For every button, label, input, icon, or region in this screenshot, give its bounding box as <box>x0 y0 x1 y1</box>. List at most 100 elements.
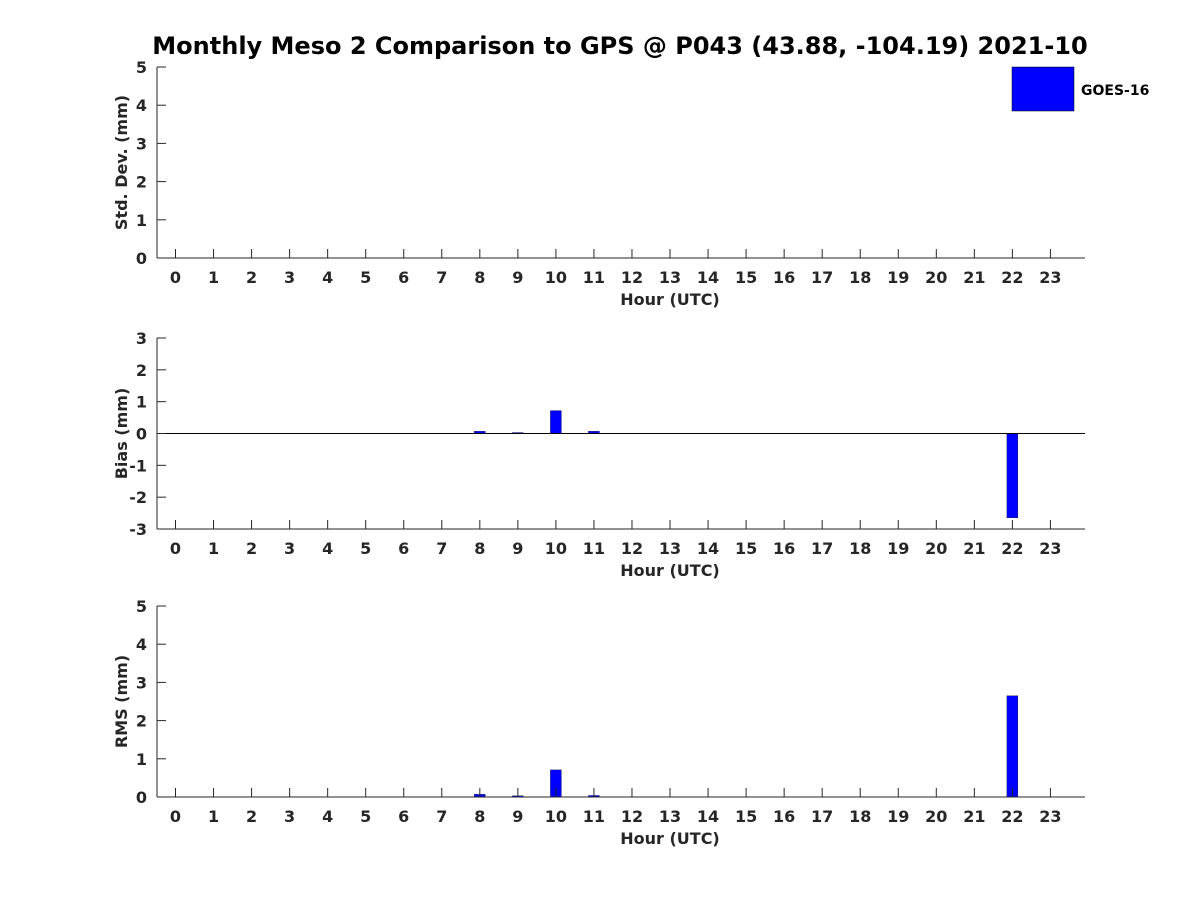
x-tick-label: 13 <box>659 539 681 558</box>
y-tick-label: 3 <box>136 134 147 153</box>
x-tick-label: 8 <box>474 807 485 826</box>
y-tick-label: 5 <box>136 597 147 616</box>
x-tick-label: 22 <box>1001 539 1023 558</box>
x-tick-label: 3 <box>284 539 295 558</box>
x-tick-label: 3 <box>284 268 295 287</box>
x-tick-label: 19 <box>887 807 909 826</box>
y-tick-label: 1 <box>136 393 147 412</box>
x-tick-label: 23 <box>1039 539 1061 558</box>
x-tick-label: 20 <box>925 807 947 826</box>
bar <box>1006 433 1019 519</box>
x-tick-label: 2 <box>246 807 257 826</box>
x-tick-label: 2 <box>246 268 257 287</box>
x-tick-label: 13 <box>659 268 681 287</box>
x-tick-label: 4 <box>322 807 333 826</box>
x-tick-label: 18 <box>849 807 871 826</box>
x-tick-label: 11 <box>583 268 605 287</box>
y-tick-label: -2 <box>129 488 147 507</box>
x-axis-label: Hour (UTC) <box>620 290 720 309</box>
y-tick-label: 4 <box>136 635 147 654</box>
y-tick-label: 1 <box>136 211 147 230</box>
x-tick-label: 18 <box>849 539 871 558</box>
x-tick-label: 5 <box>360 807 371 826</box>
x-tick-label: 19 <box>887 539 909 558</box>
x-tick-label: 21 <box>963 807 985 826</box>
x-tick-label: 15 <box>735 268 757 287</box>
legend-swatch <box>1011 66 1075 112</box>
x-tick-label: 17 <box>811 807 833 826</box>
y-tick-label: 0 <box>136 249 147 268</box>
y-tick-label: 3 <box>136 673 147 692</box>
x-tick-label: 23 <box>1039 268 1061 287</box>
x-tick-label: 14 <box>697 268 719 287</box>
x-tick-label: 17 <box>811 539 833 558</box>
x-tick-label: 11 <box>583 539 605 558</box>
chart-title: Monthly Meso 2 Comparison to GPS @ P043 … <box>152 32 1087 60</box>
bar <box>1006 695 1019 798</box>
y-tick-label: 3 <box>136 329 147 348</box>
x-tick-label: 14 <box>697 539 719 558</box>
x-tick-label: 4 <box>322 539 333 558</box>
y-axis-label: RMS (mm) <box>112 655 131 748</box>
x-tick-label: 15 <box>735 807 757 826</box>
x-tick-label: 5 <box>360 268 371 287</box>
y-tick-label: 2 <box>136 712 147 731</box>
x-tick-label: 12 <box>621 807 643 826</box>
y-tick-label: 1 <box>136 750 147 769</box>
x-tick-label: 9 <box>512 268 523 287</box>
x-tick-label: 0 <box>170 807 181 826</box>
x-tick-label: 8 <box>474 539 485 558</box>
x-tick-label: 4 <box>322 268 333 287</box>
x-tick-label: 18 <box>849 268 871 287</box>
x-tick-label: 19 <box>887 268 909 287</box>
x-tick-label: 16 <box>773 268 795 287</box>
x-tick-label: 15 <box>735 539 757 558</box>
x-tick-label: 7 <box>436 539 447 558</box>
x-tick-label: 17 <box>811 268 833 287</box>
y-axis-label: Std. Dev. (mm) <box>112 95 131 230</box>
x-axis-label: Hour (UTC) <box>620 829 720 848</box>
x-tick-label: 22 <box>1001 268 1023 287</box>
x-tick-label: 16 <box>773 539 795 558</box>
x-tick-label: 0 <box>170 539 181 558</box>
x-tick-label: 11 <box>583 807 605 826</box>
x-tick-label: 12 <box>621 268 643 287</box>
legend: GOES-16 <box>1011 66 1149 112</box>
x-tick-label: 9 <box>512 539 523 558</box>
x-tick-label: 6 <box>398 539 409 558</box>
x-tick-label: 22 <box>1001 807 1023 826</box>
x-tick-label: 20 <box>925 539 947 558</box>
x-tick-label: 2 <box>246 539 257 558</box>
x-tick-label: 12 <box>621 539 643 558</box>
x-tick-label: 9 <box>512 807 523 826</box>
x-tick-label: 21 <box>963 539 985 558</box>
x-tick-label: 5 <box>360 539 371 558</box>
x-tick-label: 7 <box>436 268 447 287</box>
x-tick-label: 1 <box>208 807 219 826</box>
x-tick-label: 14 <box>697 807 719 826</box>
y-tick-label: 4 <box>136 96 147 115</box>
x-tick-label: 6 <box>398 268 409 287</box>
x-tick-label: 10 <box>545 539 567 558</box>
x-tick-label: 1 <box>208 539 219 558</box>
legend-label: GOES-16 <box>1081 83 1149 99</box>
x-axis-label: Hour (UTC) <box>620 561 720 580</box>
y-axis-label: Bias (mm) <box>112 388 131 480</box>
y-tick-label: -3 <box>129 520 147 539</box>
x-tick-label: 10 <box>545 807 567 826</box>
y-tick-label: 2 <box>136 173 147 192</box>
x-tick-label: 13 <box>659 807 681 826</box>
y-tick-label: 5 <box>136 58 147 77</box>
x-tick-label: 0 <box>170 268 181 287</box>
x-tick-label: 3 <box>284 807 295 826</box>
x-tick-label: 16 <box>773 807 795 826</box>
y-tick-label: 2 <box>136 361 147 380</box>
y-tick-label: 0 <box>136 788 147 807</box>
x-tick-label: 10 <box>545 268 567 287</box>
x-tick-label: 20 <box>925 268 947 287</box>
